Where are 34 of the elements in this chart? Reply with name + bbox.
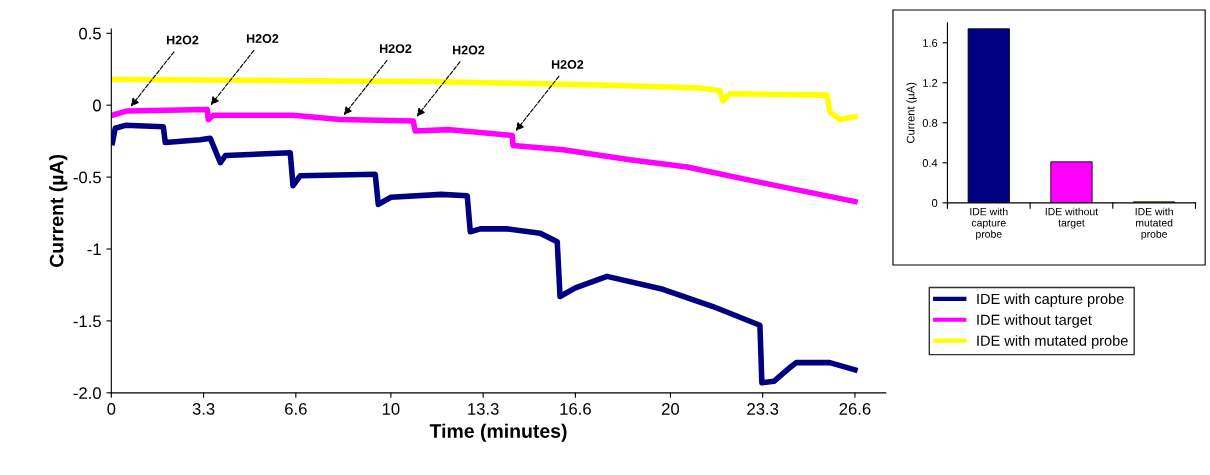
y-tick-label: -2.0 <box>73 387 101 400</box>
annotation: H2O2 <box>380 44 412 54</box>
x-tick-label: 3.3 <box>192 402 215 415</box>
x-tick-label: 13.3 <box>468 402 499 415</box>
y-tick-label: 0 <box>931 199 938 207</box>
x-tick-label: 20 <box>662 402 680 415</box>
legend-label: IDE with capture probe <box>977 293 1124 307</box>
x-tick-label: 0 <box>107 402 116 415</box>
y-tick-label: 0.4 <box>922 159 938 167</box>
x-tick-label: 10 <box>382 402 400 415</box>
y-tick-label: 1.6 <box>923 39 938 47</box>
x-axis-title: Time (minutes) <box>429 423 567 442</box>
x-tick-label: IDE with mutated probe <box>1135 207 1173 240</box>
annotation: H2O2 <box>246 34 279 43</box>
x-tick-label: 26.6 <box>839 402 871 415</box>
x-tick-label: 6.6 <box>285 402 307 415</box>
y-tick-label: 0.5 <box>79 27 101 40</box>
y-tick-label: 0 <box>92 99 101 112</box>
y-tick-label: 0.8 <box>922 119 938 127</box>
x-tick-label: 16.6 <box>560 402 591 415</box>
annotation: H2O2 <box>166 35 199 45</box>
annotation: H2O2 <box>452 45 485 55</box>
x-tick-label: 23.3 <box>747 402 779 415</box>
legend-label: IDE without target <box>977 314 1092 328</box>
x-tick-label: IDE with capture probe <box>970 207 1008 240</box>
y-tick-label: 1.2 <box>923 79 938 87</box>
y-tick-label: -1 <box>87 243 101 256</box>
y-tick-label: -1.5 <box>73 315 101 328</box>
annotation: H2O2 <box>551 60 584 69</box>
y-axis-title: Current (µA) <box>49 154 68 268</box>
y-tick-label: -0.5 <box>73 171 101 184</box>
y-axis-title: Current (µA) <box>906 82 917 143</box>
legend-label: IDE with mutated probe <box>977 335 1128 349</box>
x-tick-label: IDE without target <box>1045 207 1099 229</box>
